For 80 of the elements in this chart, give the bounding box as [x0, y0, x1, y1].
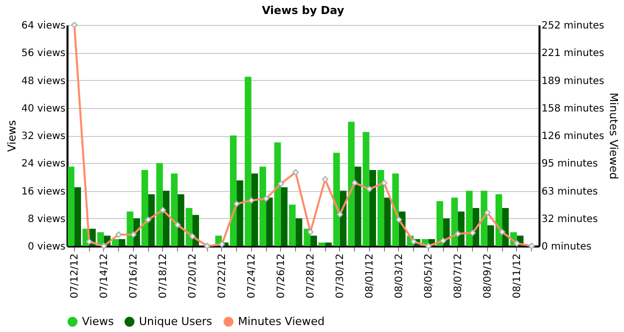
- bar: [502, 208, 509, 246]
- bar: [230, 136, 237, 246]
- x-tick-label: 08/11/12: [512, 254, 523, 298]
- bar: [236, 180, 244, 246]
- x-tick-label: 07/24/12: [246, 254, 258, 298]
- x-tick-label: 08/09/12: [482, 254, 494, 298]
- y2-tick-label: 32 minutes: [542, 214, 598, 225]
- bar: [325, 242, 332, 246]
- y-tick-label: 24 views: [21, 158, 66, 170]
- bar: [156, 163, 163, 246]
- bar: [178, 194, 184, 246]
- y-tick-label: 16 views: [21, 186, 66, 198]
- x-tick-label: 08/05/12: [423, 254, 434, 298]
- y2-tick-label: 221 minutes: [542, 48, 604, 60]
- y-axis-title: Views: [5, 120, 18, 152]
- y-tick-label: 48 views: [21, 76, 66, 87]
- bar: [392, 173, 399, 246]
- bar: [384, 198, 391, 246]
- y-tick-label: 32 views: [21, 131, 66, 142]
- y2-tick-label: 252 minutes: [542, 20, 604, 32]
- bar: [310, 236, 318, 246]
- x-tick-label: 07/12/12: [69, 254, 80, 298]
- bar: [259, 166, 266, 246]
- y2-tick-label: 95 minutes: [542, 158, 598, 170]
- y-tick-label: 40 views: [21, 103, 66, 114]
- legend-label: Views: [82, 314, 114, 328]
- y2-tick-label: 126 minutes: [542, 131, 604, 142]
- x-tick-label: 07/26/12: [276, 254, 287, 298]
- y2-tick-label: 189 minutes: [542, 76, 604, 87]
- legend-label: Unique Users: [139, 314, 212, 328]
- bar: [487, 225, 494, 246]
- y2-tick-label: 0 minutes: [542, 242, 592, 252]
- bar: [296, 218, 302, 246]
- bar: [266, 198, 273, 246]
- x-tick-label: 07/18/12: [158, 254, 169, 298]
- bar: [318, 242, 326, 246]
- bar: [369, 170, 376, 246]
- x-tick-label: 08/01/12: [364, 254, 376, 298]
- bar: [162, 190, 170, 246]
- y2-axis-title: Minutes Viewed: [607, 92, 620, 180]
- bar: [118, 239, 126, 246]
- y-tick-label: 64 views: [21, 20, 66, 32]
- bar: [274, 142, 281, 246]
- bar: [436, 201, 444, 246]
- y2-tick-label: 63 minutes: [542, 186, 598, 198]
- bar: [354, 166, 362, 246]
- bar: [466, 190, 473, 246]
- bar: [244, 76, 252, 246]
- bar: [333, 152, 340, 246]
- bar: [251, 173, 258, 246]
- bar: [495, 194, 502, 246]
- x-tick-label: 07/20/12: [187, 254, 198, 298]
- y-tick-label: 8 views: [28, 214, 66, 225]
- x-tick-label: 07/28/12: [305, 254, 316, 298]
- bar: [148, 194, 155, 246]
- x-tick-label: 07/14/12: [98, 254, 110, 298]
- bar: [480, 190, 488, 246]
- x-tick-label: 07/30/12: [334, 254, 346, 298]
- bar: [68, 166, 74, 246]
- bar: [141, 170, 148, 246]
- y-tick-label: 0 views: [28, 242, 66, 252]
- bar: [288, 204, 296, 246]
- y-tick-label: 56 views: [21, 48, 66, 60]
- x-tick-label: 08/03/12: [394, 254, 405, 298]
- x-tick-label: 08/07/12: [452, 254, 464, 298]
- x-tick-label: 07/16/12: [128, 254, 140, 298]
- bar: [377, 170, 384, 246]
- bar: [348, 122, 355, 246]
- bar: [112, 239, 119, 246]
- bar: [126, 211, 134, 246]
- bar: [170, 173, 178, 246]
- bar: [362, 132, 370, 246]
- bar: [74, 187, 82, 246]
- y2-tick-label: 158 minutes: [542, 103, 604, 114]
- bar: [451, 198, 458, 246]
- x-tick-label: 07/22/12: [216, 254, 228, 298]
- legend-label: Minutes Viewed: [238, 314, 325, 328]
- bar: [280, 187, 288, 246]
- bar: [186, 208, 192, 246]
- chart-title: Views by Day: [262, 4, 344, 17]
